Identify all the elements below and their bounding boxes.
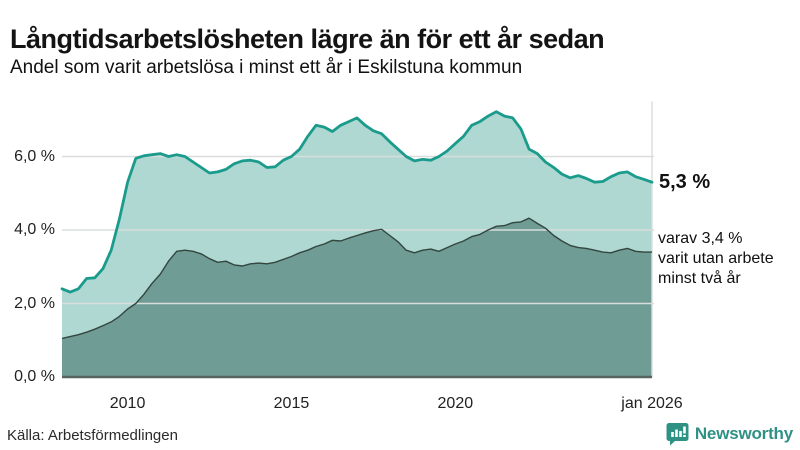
y-tick-label: 6,0 % [14,147,55,165]
series1-line [60,110,654,294]
x-tick-label: jan 2026 [621,395,683,412]
page-title: Långtidsarbetslösheten lägre än för ett … [10,24,605,55]
y-tick-label: 4,0 % [14,221,55,238]
chart-subtitle: Andel som varit arbetslösa i minst ett å… [10,57,523,78]
source-credit: Källa: Arbetsförmedlingen [7,427,178,444]
y-tick-label: 0,0 % [14,368,55,385]
newsworthy-wordmark: Newsworthy [694,424,793,443]
x-tick-label: 2015 [273,395,310,412]
newsworthy-brand-link[interactable]: Newsworthy [666,422,793,446]
y-tick-label: 2,0 % [14,294,55,312]
x-tick-label: 2020 [437,395,474,412]
series1-end-value-label: 5,3 % [659,171,711,193]
newsworthy-logo-icon [666,423,689,446]
series2-area [62,218,652,377]
series2-annotation-line3: minst två år [658,270,741,287]
series2-line [61,217,652,340]
series2-annotation: varav 3,4 % varit utan arbete minst två … [658,229,774,289]
series2-annotation-line1: varav 3,4 % [658,230,743,247]
series2-annotation-line2: varit utan arbete [658,250,774,267]
x-tick-label: 2010 [109,395,146,412]
